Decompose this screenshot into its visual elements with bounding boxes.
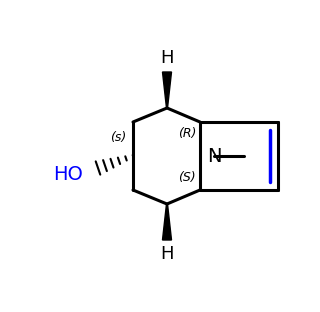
Text: H: H: [160, 245, 174, 263]
Text: (s): (s): [110, 131, 126, 144]
Text: (S): (S): [178, 172, 196, 184]
Text: (R): (R): [178, 128, 196, 140]
Text: HO: HO: [53, 165, 83, 184]
Polygon shape: [163, 72, 172, 108]
Text: N: N: [207, 147, 221, 165]
Text: H: H: [160, 49, 174, 67]
Polygon shape: [163, 204, 172, 240]
